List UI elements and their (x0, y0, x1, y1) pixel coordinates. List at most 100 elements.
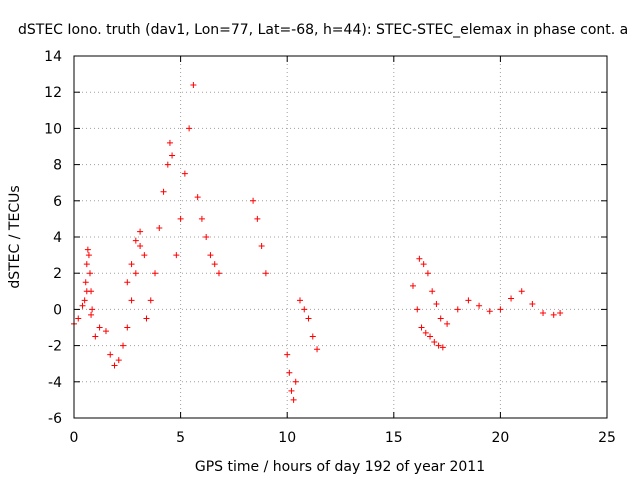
data-point (186, 125, 193, 132)
data-point (416, 255, 423, 262)
data-point (418, 324, 425, 331)
data-point (454, 306, 461, 313)
data-point (111, 362, 118, 369)
data-point (286, 369, 293, 376)
data-point (89, 306, 96, 313)
data-point (190, 81, 197, 88)
x-tick-label: 10 (278, 430, 296, 446)
x-axis-label: GPS time / hours of day 192 of year 2011 (195, 459, 485, 475)
data-point (420, 261, 427, 268)
series-arc-k (409, 282, 446, 351)
data-point (309, 333, 316, 340)
data-point (258, 243, 265, 250)
data-point (284, 351, 291, 358)
data-point (86, 270, 93, 277)
x-tick-label: 5 (176, 430, 185, 446)
data-point (124, 279, 131, 286)
y-tick-label: 14 (44, 49, 62, 65)
data-point (429, 288, 436, 295)
data-point (96, 324, 103, 331)
data-point (427, 333, 434, 340)
series-arc-l (416, 255, 444, 322)
data-point (181, 170, 188, 177)
x-tick-label: 20 (491, 430, 509, 446)
data-point (160, 188, 167, 195)
chart-title: dSTEC Iono. truth (dav1, Lon=77, Lat=-68… (18, 22, 628, 38)
y-tick-label: -2 (48, 339, 62, 355)
data-point (433, 300, 440, 307)
data-point (250, 197, 257, 204)
series-arc-m (444, 288, 564, 327)
data-point (292, 378, 299, 385)
y-tick-label: 12 (44, 85, 62, 101)
data-point (128, 261, 135, 268)
data-point (92, 333, 99, 340)
data-point (164, 161, 171, 168)
data-point (557, 310, 564, 317)
y-tick-label: 8 (53, 158, 62, 174)
data-point (288, 387, 295, 394)
series-arc-g (194, 194, 222, 277)
data-point (262, 270, 269, 277)
data-point (75, 315, 82, 322)
data-point (486, 308, 493, 315)
series-arc-e (143, 139, 176, 322)
data-point (215, 270, 222, 277)
axis-ticks: 0 5 10 15 20 25 -6 -4 -2 0 2 4 6 8 10 12 14 (44, 49, 616, 446)
series-arc-b (81, 246, 96, 313)
data-point (85, 252, 92, 259)
data-point (169, 152, 176, 159)
data-point (141, 252, 148, 259)
data-point (194, 194, 201, 201)
x-tick-label: 25 (598, 430, 616, 446)
data-point (211, 261, 218, 268)
data-point (529, 300, 536, 307)
data-point (439, 344, 446, 351)
data-point (508, 295, 515, 302)
data-point (137, 228, 144, 235)
plot-frame (73, 55, 608, 419)
data-point (550, 311, 557, 318)
data-point (465, 297, 472, 304)
data-point (124, 324, 131, 331)
data-point (422, 329, 429, 336)
data-point (497, 306, 504, 313)
data-point (203, 234, 210, 240)
data-point (166, 139, 173, 146)
data-point (82, 279, 89, 286)
data-point (173, 252, 180, 259)
data-point (132, 237, 139, 244)
series-arc-f (173, 81, 197, 259)
data-point (152, 270, 159, 277)
data-point (177, 215, 184, 222)
y-tick-label: -4 (48, 375, 62, 391)
data-point (540, 310, 547, 317)
data-point (107, 351, 114, 358)
data-point (409, 282, 416, 289)
data-point (156, 224, 163, 231)
data-point (83, 261, 90, 268)
data-point (147, 297, 154, 304)
data-point (518, 288, 525, 295)
y-axis-label: dSTEC / TECUs (7, 185, 23, 288)
data-point (431, 338, 438, 345)
data-point (198, 215, 205, 222)
data-point (437, 315, 444, 322)
data-point (84, 246, 91, 253)
data-point (120, 342, 127, 349)
data-point (143, 315, 150, 322)
y-tick-label: 2 (53, 266, 62, 282)
data-point (207, 252, 214, 259)
data-point (79, 302, 86, 309)
data-point (88, 311, 95, 318)
series-arc-h (250, 197, 269, 277)
data-point (314, 346, 321, 353)
series-arc-d (124, 228, 148, 286)
data-point (128, 297, 135, 304)
y-tick-label: 6 (53, 194, 62, 210)
data-point (102, 328, 109, 335)
data-point (424, 270, 431, 277)
grid-lines (74, 56, 607, 418)
data-points (71, 81, 564, 403)
